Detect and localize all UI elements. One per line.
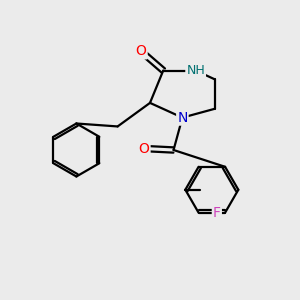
Text: O: O <box>139 142 149 155</box>
Text: N: N <box>177 111 188 124</box>
Text: NH: NH <box>186 64 205 77</box>
Text: O: O <box>136 44 147 58</box>
Text: F: F <box>213 206 221 220</box>
